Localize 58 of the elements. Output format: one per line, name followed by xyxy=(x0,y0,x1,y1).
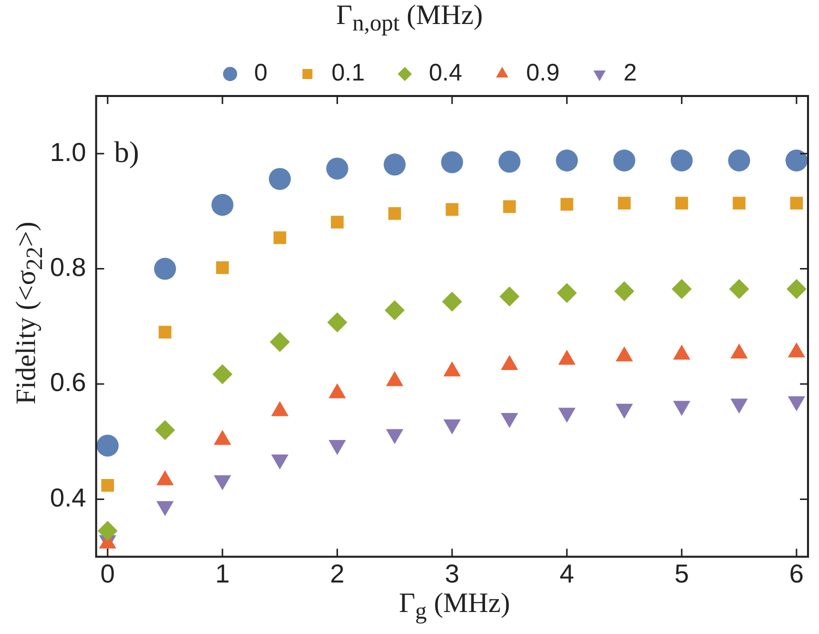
point xyxy=(672,278,692,299)
x-tick-label: 5 xyxy=(674,558,689,589)
point xyxy=(327,312,348,332)
point xyxy=(96,434,119,457)
point xyxy=(732,196,746,210)
x-tick-label: 3 xyxy=(444,558,460,589)
annotation: b) xyxy=(114,136,140,169)
legend-label: 2 xyxy=(624,60,637,87)
legend-label: 0 xyxy=(254,60,268,87)
x-tick-label: 1 xyxy=(215,558,230,589)
x-axis-title: Γ$_{g}$ (MHz) xyxy=(398,588,512,626)
point xyxy=(211,194,234,216)
point xyxy=(384,154,406,176)
point xyxy=(670,150,693,172)
point xyxy=(330,216,344,229)
point xyxy=(560,198,574,211)
point xyxy=(790,196,803,210)
point xyxy=(556,282,577,303)
point xyxy=(273,231,286,244)
point xyxy=(729,278,750,299)
point xyxy=(326,158,348,180)
point xyxy=(384,300,405,320)
point xyxy=(268,168,291,190)
point xyxy=(613,150,636,172)
point xyxy=(154,258,176,280)
point xyxy=(786,278,807,299)
point xyxy=(498,150,520,173)
point xyxy=(155,420,176,440)
point xyxy=(503,200,516,213)
point xyxy=(786,150,808,172)
y-tick-label: 1.0 xyxy=(50,136,86,167)
y-tick-label: 0.6 xyxy=(50,367,86,398)
y-tick-label: 0.4 xyxy=(50,482,86,512)
y-tick-label: 0.8 xyxy=(50,252,86,282)
point xyxy=(270,332,290,352)
point xyxy=(446,203,458,216)
point xyxy=(556,150,578,172)
legend-label: 0.1 xyxy=(331,60,365,87)
point xyxy=(441,151,464,174)
x-tick-label: 2 xyxy=(330,558,344,589)
x-tick-label: 4 xyxy=(560,558,574,589)
point xyxy=(675,196,688,210)
legend-label: 0.9 xyxy=(526,60,560,87)
point xyxy=(216,261,229,274)
legend-title: Γ$_{n,opt}$ (MHz) xyxy=(335,0,484,38)
point xyxy=(618,196,631,210)
x-tick-label: 0 xyxy=(100,558,115,589)
legend-label: 0.4 xyxy=(428,60,462,87)
point xyxy=(499,286,520,306)
point xyxy=(158,326,172,339)
point xyxy=(98,520,118,541)
point xyxy=(388,207,402,220)
point xyxy=(442,292,462,312)
point xyxy=(728,150,750,172)
x-tick-label: 6 xyxy=(789,558,804,589)
point xyxy=(101,479,114,492)
point xyxy=(212,364,232,384)
point xyxy=(614,281,634,302)
